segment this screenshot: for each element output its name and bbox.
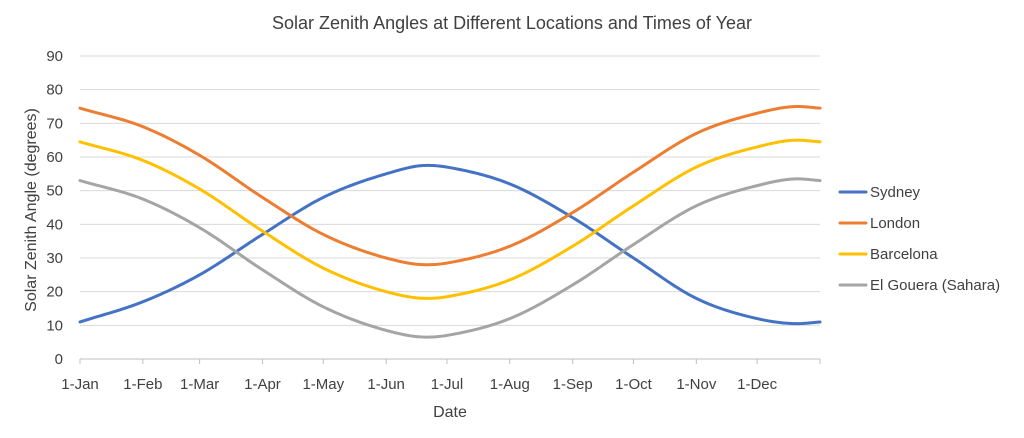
chart-title: Solar Zenith Angles at Different Locatio… bbox=[272, 13, 752, 33]
x-tick-label-1-oct: 1-Oct bbox=[615, 376, 653, 393]
x-tick-label-1-aug: 1-Aug bbox=[490, 376, 530, 393]
y-tick-label-70: 70 bbox=[46, 115, 63, 132]
y-tick-label-50: 50 bbox=[46, 183, 63, 200]
x-axis-title: Date bbox=[433, 404, 467, 421]
legend[interactable]: Sydney London Barcelona El Gouera (Sahara) bbox=[838, 184, 1000, 294]
legend-item-london[interactable]: London bbox=[838, 215, 920, 232]
legend-label-barcelona: Barcelona bbox=[870, 246, 938, 263]
y-tick-label-0: 0 bbox=[55, 351, 63, 368]
x-tick-label-1-jan: 1-Jan bbox=[61, 376, 99, 393]
series-line-sydney bbox=[78, 163, 822, 326]
series-line-el-gouera-sahara bbox=[78, 177, 822, 339]
y-axis: 0 10 20 30 40 50 60 70 80 90 bbox=[46, 48, 63, 368]
x-tick-label-1-nov: 1-Nov bbox=[676, 376, 717, 393]
x-tick-label-1-may: 1-May bbox=[302, 376, 344, 393]
series-lines bbox=[78, 105, 822, 339]
x-tick-label-1-jun: 1-Jun bbox=[367, 376, 405, 393]
y-tick-label-80: 80 bbox=[46, 82, 63, 99]
legend-item-sydney[interactable]: Sydney bbox=[838, 184, 921, 201]
legend-label-sydney: Sydney bbox=[870, 184, 921, 201]
y-tick-label-30: 30 bbox=[46, 250, 63, 267]
x-tick-label-1-dec: 1-Dec bbox=[737, 376, 778, 393]
series-line-barcelona bbox=[78, 138, 822, 300]
y-tick-label-10: 10 bbox=[46, 317, 63, 334]
x-tick-label-1-apr: 1-Apr bbox=[244, 376, 281, 393]
y-tick-label-40: 40 bbox=[46, 216, 63, 233]
x-tick-label-1-mar: 1-Mar bbox=[180, 376, 219, 393]
x-tick-label-1-jul: 1-Jul bbox=[431, 376, 464, 393]
y-tick-label-90: 90 bbox=[46, 48, 63, 65]
x-tick-label-1-sep: 1-Sep bbox=[553, 376, 593, 393]
x-tick-label-1-feb: 1-Feb bbox=[123, 376, 162, 393]
x-axis: 1-Jan 1-Feb 1-Mar 1-Apr 1-May 1-Jun 1-Jul 1-Aug… bbox=[61, 359, 821, 393]
legend-label-london: London bbox=[870, 215, 920, 232]
legend-item-el-gouera-sahara[interactable]: El Gouera (Sahara) bbox=[838, 277, 1000, 294]
y-axis-title: Solar Zenith Angle (degrees) bbox=[23, 108, 40, 312]
y-tick-label-20: 20 bbox=[46, 284, 63, 301]
y-tick-label-60: 60 bbox=[46, 149, 63, 166]
series-line-london bbox=[78, 105, 822, 267]
legend-label-el-gouera-sahara: El Gouera (Sahara) bbox=[870, 277, 1000, 294]
gridlines bbox=[80, 55, 820, 326]
legend-item-barcelona[interactable]: Barcelona bbox=[838, 246, 938, 263]
